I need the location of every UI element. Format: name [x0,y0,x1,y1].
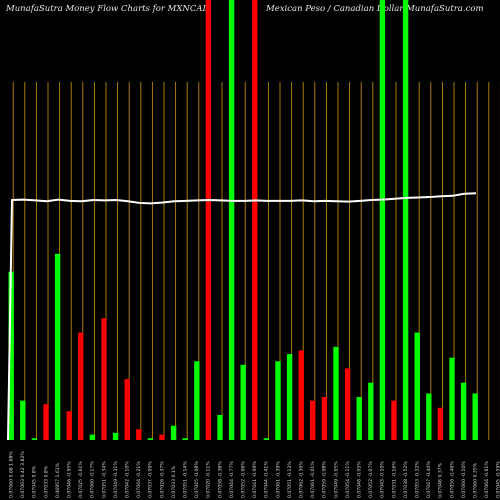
x-tick-label: 0.06957 1.61% [55,462,61,498]
x-tick-label: 0.07060 -0.10% [461,461,467,498]
x-tick-label: 0.07061 -0.39% [275,461,281,498]
x-tick-label: 0.07053 -0.32% [415,461,421,498]
money-flow-bar [426,393,432,440]
x-tick-label: 0.07045 -0.08% [194,461,200,498]
chart-title-right: Mexican Peso / Canadian Dollar MunafaSut… [266,4,484,14]
money-flow-bar [101,318,107,440]
x-tick-label: 0.07038 -0.52% [403,461,409,498]
money-flow-bar [368,382,374,440]
money-flow-bar [43,404,49,440]
money-flow-bar [217,414,223,440]
money-flow-bar [460,382,467,440]
money-flow-bar [89,434,96,440]
money-flow-bar [31,438,38,440]
x-tick-label: 0.07049 -0.05% [333,461,339,498]
x-tick-label: 0.07048 0.37% [438,462,444,498]
money-flow-bar [78,332,84,440]
money-flow-bar [391,400,397,440]
x-tick-label: 0.07033 0.8% [43,465,49,498]
x-tick-label: 0.07045 0.8% [32,465,38,498]
x-tick-label: 0.07037 -0.09% [148,461,154,498]
x-tick-label: 0.07051 -0.14% [183,461,189,498]
x-tick-label: 0.07054 -0.11% [345,461,351,498]
x-tick-label: 0.07064 -0.61% [484,461,490,498]
x-tick-label: 0.07063 0.42 3.82% [20,451,26,498]
money-flow-bar [321,397,328,440]
money-flow-bar [449,357,455,440]
money-flow-bar [112,432,119,440]
x-tick-label: 0.07031 -0.16% [391,461,397,498]
x-tick-label: 0.07049 -0.31% [113,461,119,498]
money-flow-bar [8,271,14,440]
x-tick-label: 0.07062 -0.30% [299,461,305,498]
money-flow-bar [240,364,246,440]
money-flow-bar [437,407,444,440]
x-tick-label: 0.07025 -0.61% [78,461,84,498]
money-flow-bar [252,0,258,440]
money-flow-bar [147,438,154,440]
chart-title-left: MunafaSutra Money Flow Charts for MXNCAD [6,4,210,14]
x-tick-label: 0.07044 -0.77% [229,461,235,498]
x-tick-label: 0.07061 -0.01% [310,461,316,498]
money-flow-bar [356,397,362,440]
x-tick-label: 0.07044 -0.21% [136,461,142,498]
x-tick-label: 0.07059 -0.08% [322,461,328,498]
money-flow-bar [205,0,212,440]
money-flow-bar [54,253,61,440]
money-flow-bar [310,400,316,440]
money-flow-bar [379,0,386,440]
x-tick-label: 0.07043 -0.10% [380,461,386,498]
money-flow-bar [228,0,235,440]
money-flow-bar [263,438,270,440]
money-flow-bar [124,379,130,440]
money-flow-bar [402,0,409,440]
x-tick-label: 0.07047 -0.44% [426,461,432,498]
x-tick-label: 0.07033 0.1% [171,465,177,498]
x-tick-label: 0.07060 0.35% [473,462,479,498]
x-tick-label: 0.07056 -0.46% [449,461,455,498]
money-flow-bar [344,368,351,440]
x-tick-label: 0.07058 -0.38% [217,461,223,498]
money-flow-bar [170,425,177,440]
x-tick-label: 0.07042 -0.10% [125,461,131,498]
x-tick-label: 0.07051 -0.13% [287,461,293,498]
money-flow-bar [159,434,165,440]
x-tick-label: 0.07026 -0.37% [159,461,165,498]
money-flow-bar [194,361,200,440]
x-tick-label: 0.07052 -0.06% [241,461,247,498]
x-tick-label: 0.07045 -0.59% [496,461,500,498]
x-tick-label: 0.07052 -0.07% [368,461,374,498]
x-tick-label: 0.07060 -0.17% [90,461,96,498]
money-flow-bar [275,361,281,440]
money-flow-bar [414,332,420,440]
x-tick-label: 0.07041 -0.09% [252,461,258,498]
money-flow-bar [333,346,339,440]
x-tick-label: 0.07051 -0.34% [101,461,107,498]
x-tick-label: 0.07020 -0.11% [206,461,212,498]
x-tick-label: 0.07048 -0.05% [357,461,363,498]
price-line [7,192,477,441]
money-flow-bar [298,350,304,440]
x-tick-label: 0.07044 -0.41% [264,461,270,498]
money-flow-bar [136,429,142,440]
money-flow-bar [66,411,72,440]
money-flow-bar [286,354,293,440]
money-flow-bar [472,393,478,440]
money-flow-bar [182,438,188,440]
x-tick-label: 0.07046 -0.95% [67,461,73,498]
money-flow-bar [20,400,26,440]
x-tick-label: 0.07060 0.68 1.68% [9,451,15,498]
